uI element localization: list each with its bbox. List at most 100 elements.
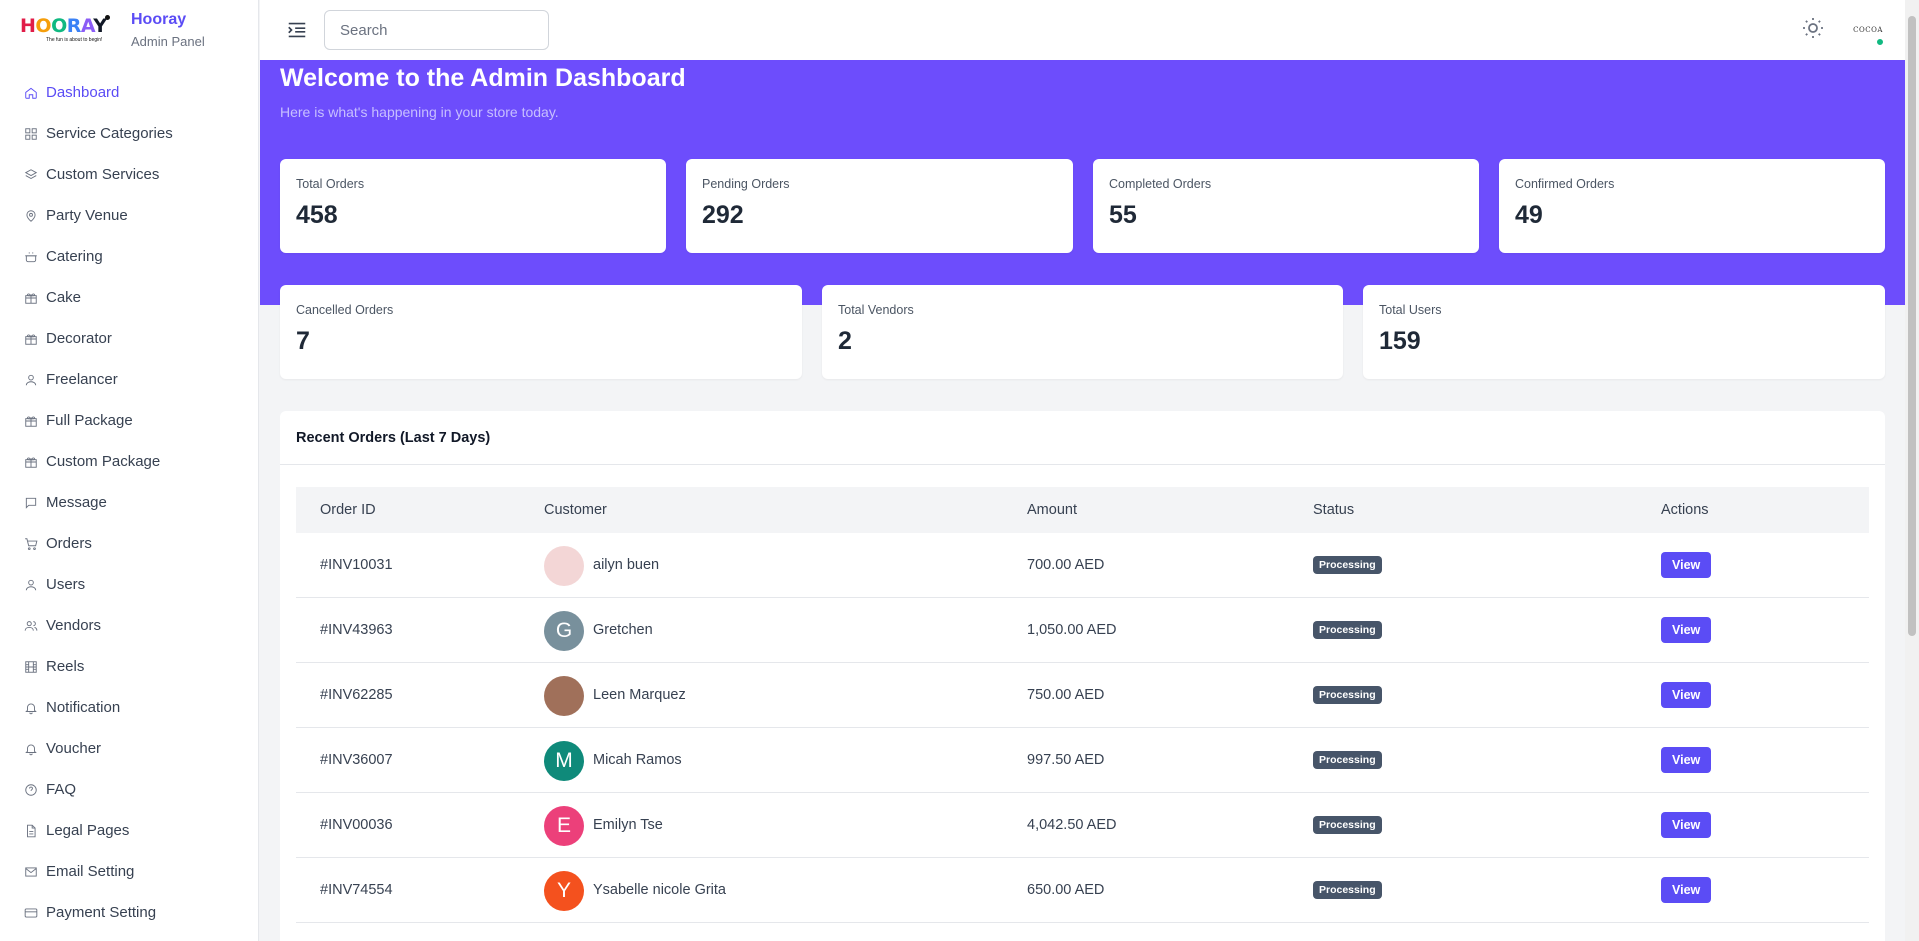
stat-label: Total Vendors — [838, 303, 914, 317]
page-scrollbar[interactable] — [1905, 0, 1919, 941]
sidebar-item-party-venue[interactable]: Party Venue — [0, 195, 258, 236]
sidebar-item-label: Party Venue — [46, 207, 128, 224]
stat-label: Total Users — [1379, 303, 1442, 317]
logo-letter: R — [66, 15, 82, 37]
sidebar-item-payment-setting[interactable]: Payment Setting — [0, 892, 258, 933]
sidebar-item-label: Voucher — [46, 740, 102, 757]
sidebar-item-voucher[interactable]: Voucher — [0, 728, 258, 769]
order-amount: 997.50 AED — [1027, 752, 1105, 768]
order-amount: 650.00 AED — [1027, 882, 1105, 898]
sidebar-nav: Dashboard Service Categories Custom Servic… — [0, 72, 258, 933]
sidebar-item-message[interactable]: Message — [0, 482, 258, 523]
scrollbar-thumb[interactable] — [1908, 16, 1916, 636]
sidebar-item-reels[interactable]: Reels — [0, 646, 258, 687]
sidebar-item-label: Vendors — [46, 617, 102, 634]
grid-icon — [25, 127, 37, 140]
view-order-button[interactable]: View — [1661, 617, 1712, 643]
mail-icon — [25, 866, 37, 877]
page-subtitle: Here is what's happening in your store t… — [280, 104, 559, 120]
user-icon — [25, 374, 37, 385]
table-row: #INV43963 G Gretchen 1,050.00 AED Processing… — [296, 598, 1869, 663]
brand-subtitle: Admin Panel — [131, 34, 205, 49]
logo-tagline: The fun is about to begin! — [46, 37, 103, 43]
orders-table: Order ID Customer Amount Status Actions … — [296, 487, 1869, 923]
sidebar-item-orders[interactable]: Orders — [0, 523, 258, 564]
sidebar-item-legal-pages[interactable]: Legal Pages — [0, 810, 258, 851]
sidebar-item-label: Cake — [46, 289, 82, 306]
film-icon — [25, 660, 37, 673]
sidebar-item-label: Full Package — [46, 412, 133, 429]
cooking-pot-icon — [25, 251, 37, 262]
menu-toggle-icon[interactable] — [286, 19, 308, 41]
stat-label: Cancelled Orders — [296, 303, 394, 317]
bell-icon — [25, 702, 37, 714]
sidebar-item-freelancer[interactable]: Freelancer — [0, 359, 258, 400]
sidebar-item-full-package[interactable]: Full Package — [0, 400, 258, 441]
view-order-button[interactable]: View — [1661, 812, 1712, 838]
sidebar-item-label: Email Setting — [46, 863, 135, 880]
view-order-button[interactable]: View — [1661, 552, 1712, 578]
order-amount: 1,050.00 AED — [1027, 622, 1117, 638]
sidebar-item-label: Custom Services — [46, 166, 160, 183]
sidebar-item-catering[interactable]: Catering — [0, 236, 258, 277]
brand[interactable]: HOORAY The fun is about to begin! Hooray… — [0, 0, 258, 60]
gift-icon — [25, 415, 37, 427]
customer-avatar — [544, 676, 584, 716]
gift-icon — [25, 292, 37, 304]
stat-value: 458 — [296, 201, 338, 229]
customer-name: Ysabelle nicole Grita — [593, 882, 726, 898]
sidebar-item-custom-services[interactable]: Custom Services — [0, 154, 258, 195]
sidebar-item-service-categories[interactable]: Service Categories — [0, 113, 258, 154]
view-order-button[interactable]: View — [1661, 747, 1712, 773]
sidebar-item-email-setting[interactable]: Email Setting — [0, 851, 258, 892]
customer-cell: Y Ysabelle nicole Grita — [544, 870, 1027, 911]
sidebar-item-notification[interactable]: Notification — [0, 687, 258, 728]
search-box[interactable] — [324, 10, 549, 50]
sidebar-item-label: Reels — [46, 658, 85, 675]
sidebar-item-dashboard[interactable]: Dashboard — [0, 72, 258, 113]
hooray-logo: HOORAY The fun is about to begin! — [20, 13, 110, 47]
logo-letter: H — [20, 15, 36, 37]
sidebar-item-users[interactable]: Users — [0, 564, 258, 605]
stat-card-confirmed-orders: Confirmed Orders 49 — [1499, 159, 1885, 253]
customer-name: Micah Ramos — [593, 752, 682, 768]
sidebar-item-decorator[interactable]: Decorator — [0, 318, 258, 359]
avatar-logo-text: COCOA — [1853, 26, 1883, 34]
table-body: #INV10031 ailyn buen 700.00 AED Processing V… — [296, 533, 1869, 923]
sun-icon[interactable] — [1801, 16, 1825, 45]
gift-icon — [25, 333, 37, 345]
credit-card-icon — [24, 907, 38, 918]
customer-name: Emilyn Tse — [593, 817, 663, 833]
view-order-button[interactable]: View — [1661, 682, 1712, 708]
column-header-actions: Actions — [1661, 502, 1709, 518]
user-avatar[interactable]: COCOA — [1851, 13, 1885, 47]
view-order-button[interactable]: View — [1661, 877, 1712, 903]
layers-icon — [24, 168, 38, 179]
column-header-status: Status — [1313, 502, 1355, 518]
order-id: #INV62285 — [320, 687, 393, 703]
customer-avatar: Y — [544, 871, 584, 911]
order-id: #INV10031 — [320, 557, 393, 573]
order-amount: 700.00 AED — [1027, 557, 1105, 573]
sidebar-item-label: Orders — [46, 535, 92, 552]
sidebar-item-label: Catering — [46, 248, 103, 265]
sidebar: HOORAY The fun is about to begin! Hooray… — [0, 0, 259, 941]
sidebar-item-vendors[interactable]: Vendors — [0, 605, 258, 646]
sidebar-item-label: Service Categories — [46, 125, 173, 142]
top-header: COCOA — [260, 0, 1905, 60]
sidebar-item-cake[interactable]: Cake — [0, 277, 258, 318]
customer-avatar — [544, 546, 584, 586]
sidebar-item-label: Payment Setting — [46, 904, 157, 921]
stat-value: 49 — [1515, 201, 1543, 229]
search-input[interactable] — [340, 21, 539, 39]
customer-name: Leen Marquez — [593, 687, 686, 703]
sidebar-item-faq[interactable]: FAQ — [0, 769, 258, 810]
logo-word: HOORAY — [20, 15, 110, 37]
stat-card-total-vendors: Total Vendors 2 — [822, 285, 1343, 379]
sidebar-item-label: Decorator — [46, 330, 112, 347]
sidebar-item-custom-package[interactable]: Custom Package — [0, 441, 258, 482]
status-badge: Processing — [1313, 816, 1382, 834]
message-icon — [25, 497, 37, 509]
stat-value: 7 — [296, 327, 310, 355]
order-id: #INV36007 — [320, 752, 393, 768]
